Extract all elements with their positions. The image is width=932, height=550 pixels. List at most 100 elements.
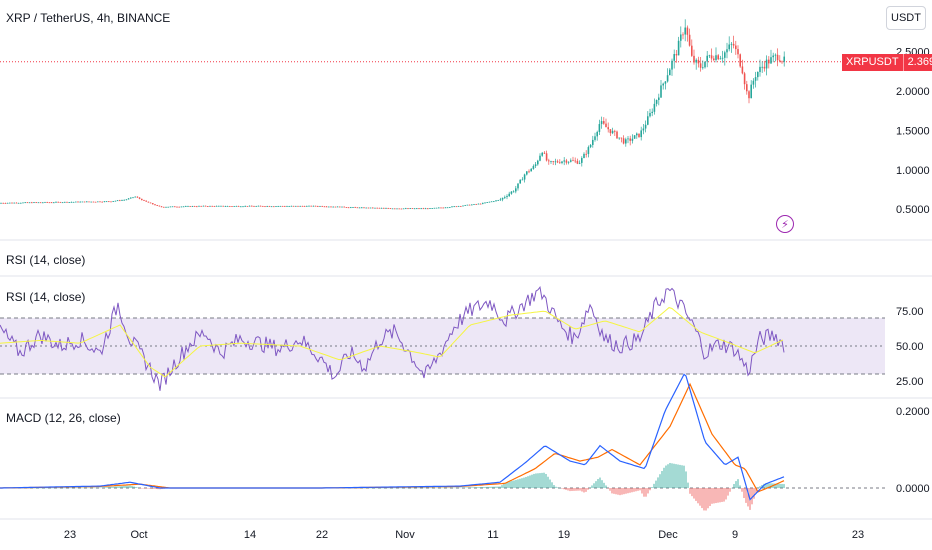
macd-histogram-bar [91,487,93,489]
candle-body [328,206,330,208]
candle-body [253,206,255,207]
candle-body [435,207,438,209]
macd-histogram-bar [47,487,49,489]
macd-histogram-bar [663,467,665,488]
macd-histogram-bar [145,488,147,489]
macd-histogram-bar [463,487,465,489]
candle-body [592,139,594,145]
candle-body [759,66,761,73]
candle-body [110,201,112,203]
candle-body [664,81,667,84]
candle-body [574,160,576,162]
candle-body [405,208,407,210]
candle-body [490,201,493,203]
macd-histogram-bar [443,487,445,489]
candle-body [92,201,95,203]
macd-histogram-bar [651,487,653,488]
candle-body [706,55,708,62]
candle-body [504,197,506,198]
lightning-icon[interactable]: ⚡ [776,215,794,233]
candle-body [284,206,286,207]
candle-body [521,179,524,181]
candle-body [552,161,554,162]
candle-body [64,201,66,203]
candle-body [330,206,332,208]
macd-histogram-bar [45,487,47,489]
candle-body [134,196,136,198]
candle-body [4,203,7,204]
candle-body [156,205,158,206]
macd-histogram-bar [81,487,83,489]
macd-histogram-bar [779,483,781,488]
candle-body [165,206,167,208]
candle-body [42,202,44,204]
macd-histogram-bar [431,487,433,489]
candle-body [6,202,9,204]
candle-body [143,200,145,201]
macd-histogram-bar [611,488,613,494]
candle-body [367,207,370,209]
candle-body [578,162,581,164]
x-axis[interactable]: 23 Oct 14 22 Nov 11 19 Dec 9 23 [64,529,864,541]
macd-histogram-bar [107,487,109,488]
candle-body [596,131,598,137]
candle-body [682,34,684,36]
candle-body [776,54,779,61]
candle-body [440,207,442,209]
candle-body [308,205,310,207]
macd-histogram-bar [127,485,129,488]
candle-body [257,205,260,207]
candle-body [138,197,141,199]
macd-histogram-bar [69,487,71,489]
macd-histogram-bar [639,488,641,491]
candle-body [501,197,504,200]
macd-pane[interactable] [0,373,885,511]
candle-body [477,203,480,205]
macd-histogram-bar [475,487,477,488]
macd-histogram-bar [371,487,373,489]
candle-body [378,207,381,209]
candle-body [530,168,532,172]
price-tag-value: 2.3698 [903,53,932,71]
candle-body [251,205,253,207]
rsi-pane[interactable] [0,285,885,391]
macd-histogram-bar [743,488,745,499]
macd-histogram-bar [751,488,753,505]
macd-histogram-bar [375,487,377,489]
candle-body [277,206,279,207]
candle-body [649,113,651,117]
candle-body [394,208,396,210]
macd-histogram-bar [659,474,661,488]
macd-tick-label: 0.2000 [896,406,930,418]
candle-body [532,166,535,169]
price-pane[interactable] [0,19,842,210]
macd-histogram-bar [103,487,105,488]
macd-histogram-bar [493,486,495,488]
candle-body [499,199,502,201]
candle-body [295,205,297,207]
candle-body [301,205,304,207]
currency-unit-button[interactable]: USDT [886,6,926,30]
candle-body [565,160,568,163]
macd-histogram-bar [739,485,741,488]
macd-histogram-bar [727,488,729,496]
macd-histogram-bar [113,486,115,488]
candle-body [101,201,103,203]
candle-body [587,147,590,155]
macd-histogram-bar [481,487,483,488]
macd-histogram-bar [511,481,513,488]
macd-histogram-bar [457,487,459,489]
price-tick-label: 2.0000 [896,86,930,98]
macd-histogram-bar [105,487,107,488]
candle-body [317,206,319,207]
macd-histogram-bar [65,487,67,489]
macd-histogram-bar [687,482,689,488]
y-axis[interactable]: 2.50002.00001.50001.00000.500075.0050.00… [896,47,930,495]
candle-body [693,55,695,63]
candle-body [237,205,240,207]
candle-body [473,204,475,205]
candle-body [145,200,147,202]
candle-body [343,206,345,208]
candle-body [739,54,741,67]
macd-histogram-bar [153,488,155,489]
